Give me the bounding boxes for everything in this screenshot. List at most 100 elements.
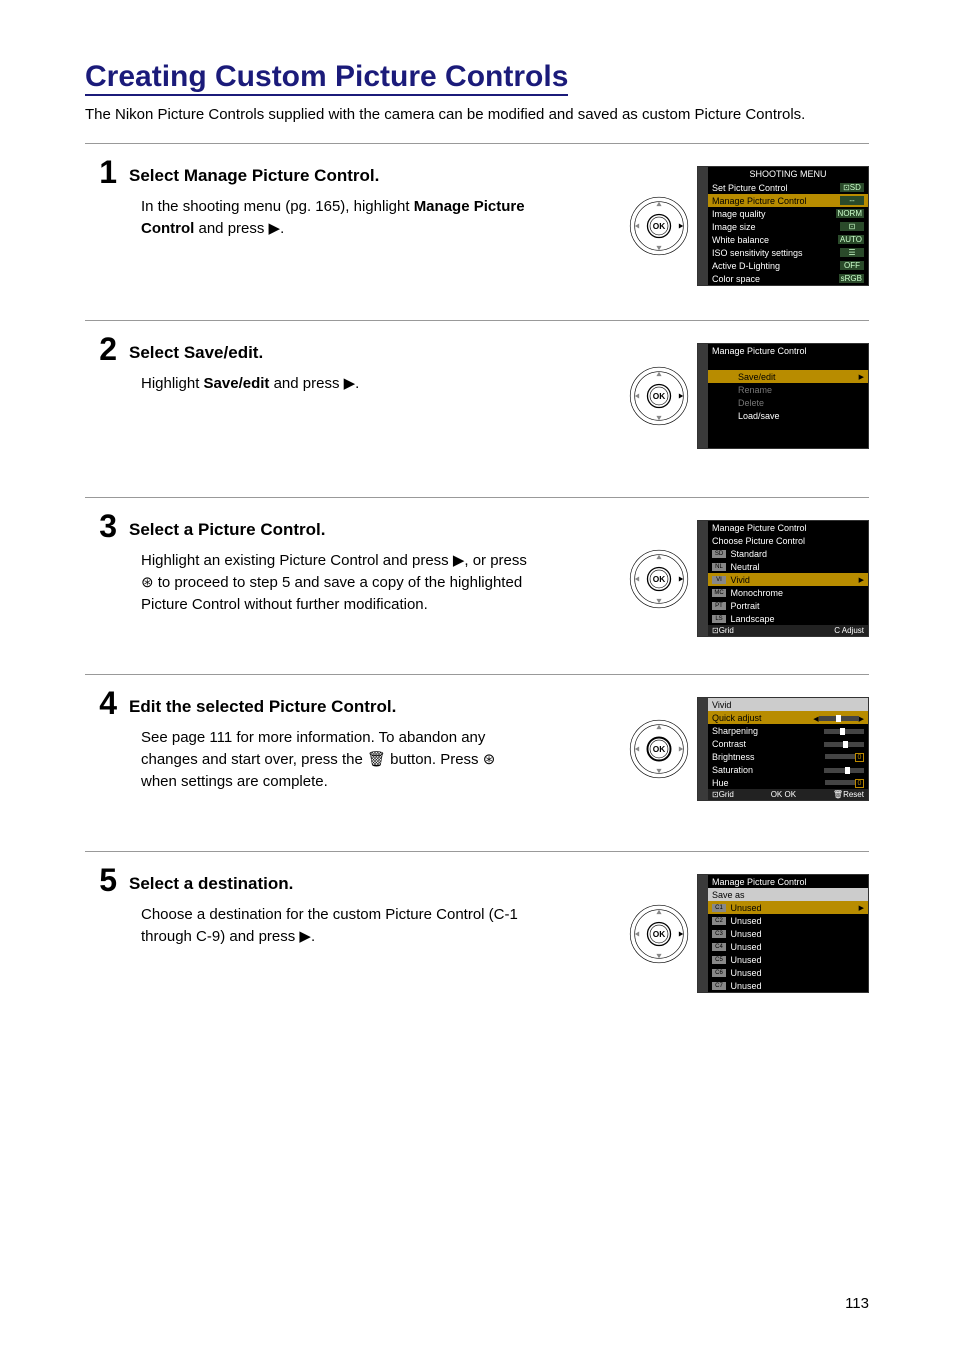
menu-row: Saturation (708, 763, 868, 776)
menu-row: Save/edit▶ (708, 370, 868, 383)
step-title-bold: Select a Picture Control. (129, 520, 326, 539)
step-title: Select a destination. (129, 874, 615, 894)
menu-row: Image qualityNORM (708, 207, 868, 220)
camera-screen-save-as: Manage Picture Control Save as C1 Unused… (697, 874, 869, 993)
divider (85, 851, 869, 852)
page-title: Creating Custom Picture Controls (85, 60, 568, 96)
svg-text:OK: OK (653, 574, 665, 584)
menu-row: C7 Unused (708, 979, 868, 992)
menu-row: VI Vivid▶ (708, 573, 868, 586)
ok-dpad-icon: OK (627, 547, 691, 611)
svg-text:OK: OK (653, 929, 665, 939)
menu-row: NL Neutral (708, 560, 868, 573)
screen-header: Manage Picture Control (708, 521, 868, 534)
step-body: Choose a destination for the custom Pict… (129, 904, 529, 948)
menu-row: C6 Unused (708, 966, 868, 979)
step-3: 3 Select a Picture Control. Highlight an… (85, 510, 869, 660)
menu-row: SD Standard (708, 547, 868, 560)
step-body: In the shooting menu (pg. 165), highligh… (129, 196, 529, 240)
step-body: See page 111 for more information. To ab… (129, 727, 529, 792)
step-title-post: . (375, 166, 380, 185)
screen-header-label: Manage Picture Control (712, 877, 807, 887)
screen-header: Manage Picture Control (708, 344, 868, 357)
step-2: 2 Select Save/edit. Highlight Save/edit … (85, 333, 869, 483)
camera-screen-choose-pc: Manage Picture Control Choose Picture Co… (697, 520, 869, 637)
menu-row: PT Portrait (708, 599, 868, 612)
screen-header: SHOOTING MENU (708, 167, 868, 181)
menu-row: Load/save (708, 409, 868, 422)
step-title: Select a Picture Control. (129, 520, 615, 540)
step-number: 1 (85, 156, 117, 188)
step-body-pre: Highlight an existing Picture Control an… (141, 552, 527, 613)
camera-screen-shooting-menu: SHOOTING MENU Set Picture Control⊡SDMana… (697, 166, 869, 286)
menu-row: Delete (708, 396, 868, 409)
menu-row: C5 Unused (708, 953, 868, 966)
screen-sub-label: Choose Picture Control (712, 536, 805, 546)
divider (85, 143, 869, 144)
menu-row: Brightness0 (708, 750, 868, 763)
screen-sub-label: Save as (712, 890, 745, 900)
svg-text:OK: OK (653, 744, 665, 754)
svg-text:OK: OK (653, 391, 665, 401)
step-title-pre: Select (129, 166, 184, 185)
screen-footer: ⊡Grid OK OK 🗑Reset (708, 789, 868, 800)
intro-text: The Nikon Picture Controls supplied with… (85, 104, 869, 125)
step-body-pre: In the shooting menu (pg. 165), highligh… (141, 198, 414, 215)
step-body: Highlight an existing Picture Control an… (129, 550, 529, 615)
footer-r: 🗑Reset (833, 790, 864, 799)
divider (85, 320, 869, 321)
menu-row: Color spacesRGB (708, 272, 868, 285)
footer-right: C Adjust (834, 626, 864, 635)
step-body-pre: See page 111 for more information. To ab… (141, 729, 495, 790)
page-number: 113 (845, 1295, 869, 1312)
menu-row: LS Landscape (708, 612, 868, 625)
menu-row: Rename (708, 383, 868, 396)
step-number: 2 (85, 333, 117, 365)
step-title-bold: Save/edit (184, 343, 259, 362)
divider (85, 497, 869, 498)
step-number: 4 (85, 687, 117, 719)
menu-row: C2 Unused (708, 914, 868, 927)
menu-row: ISO sensitivity settings☰ (708, 246, 868, 259)
svg-text:OK: OK (653, 221, 665, 231)
step-title-pre: Select (129, 343, 184, 362)
ok-dpad-icon: OK (627, 364, 691, 428)
camera-screen-manage-pc: Manage Picture Control Save/edit▶RenameD… (697, 343, 869, 449)
menu-row: Active D-LightingOFF (708, 259, 868, 272)
step-body: Highlight Save/edit and press ▶. (129, 373, 529, 395)
step-body-post: and press ▶. (194, 220, 284, 237)
screen-header: Vivid (708, 698, 868, 711)
footer-left: ⊡Grid (712, 626, 734, 635)
step-title-bold: Select a destination. (129, 874, 293, 893)
menu-row: MC Monochrome (708, 586, 868, 599)
menu-row: C1 Unused▶ (708, 901, 868, 914)
screen-footer: ⊡Grid C Adjust (708, 625, 868, 636)
step-title: Select Save/edit. (129, 343, 615, 363)
footer-m: OK OK (771, 790, 796, 799)
menu-row: Set Picture Control⊡SD (708, 181, 868, 194)
footer-l: ⊡Grid (712, 790, 734, 799)
step-body-post: and press ▶. (269, 375, 359, 392)
screen-header-label: Manage Picture Control (712, 346, 807, 356)
menu-row: White balanceAUTO (708, 233, 868, 246)
ok-dpad-icon: OK (627, 902, 691, 966)
camera-screen-edit-pc: Vivid Quick adjust◀▶SharpeningContrastBr… (697, 697, 869, 801)
menu-row: C4 Unused (708, 940, 868, 953)
step-title: Select Manage Picture Control. (129, 166, 615, 186)
menu-row: Contrast (708, 737, 868, 750)
step-1: 1 Select Manage Picture Control. In the … (85, 156, 869, 306)
divider (85, 674, 869, 675)
menu-row: Manage Picture Control-- (708, 194, 868, 207)
step-4: 4 Edit the selected Picture Control. See… (85, 687, 869, 837)
menu-row: Quick adjust◀▶ (708, 711, 868, 724)
step-body-pre: Highlight (141, 375, 204, 392)
step-5: 5 Select a destination. Choose a destina… (85, 864, 869, 1014)
menu-row: C3 Unused (708, 927, 868, 940)
step-title-bold: Manage Picture Control (184, 166, 375, 185)
screen-header-label: Vivid (712, 700, 731, 710)
step-title-post: . (258, 343, 263, 362)
screen-subheader: Save as (708, 888, 868, 901)
step-body-pre: Choose a destination for the custom Pict… (141, 906, 518, 945)
screen-subheader: Choose Picture Control (708, 534, 868, 547)
step-number: 3 (85, 510, 117, 542)
